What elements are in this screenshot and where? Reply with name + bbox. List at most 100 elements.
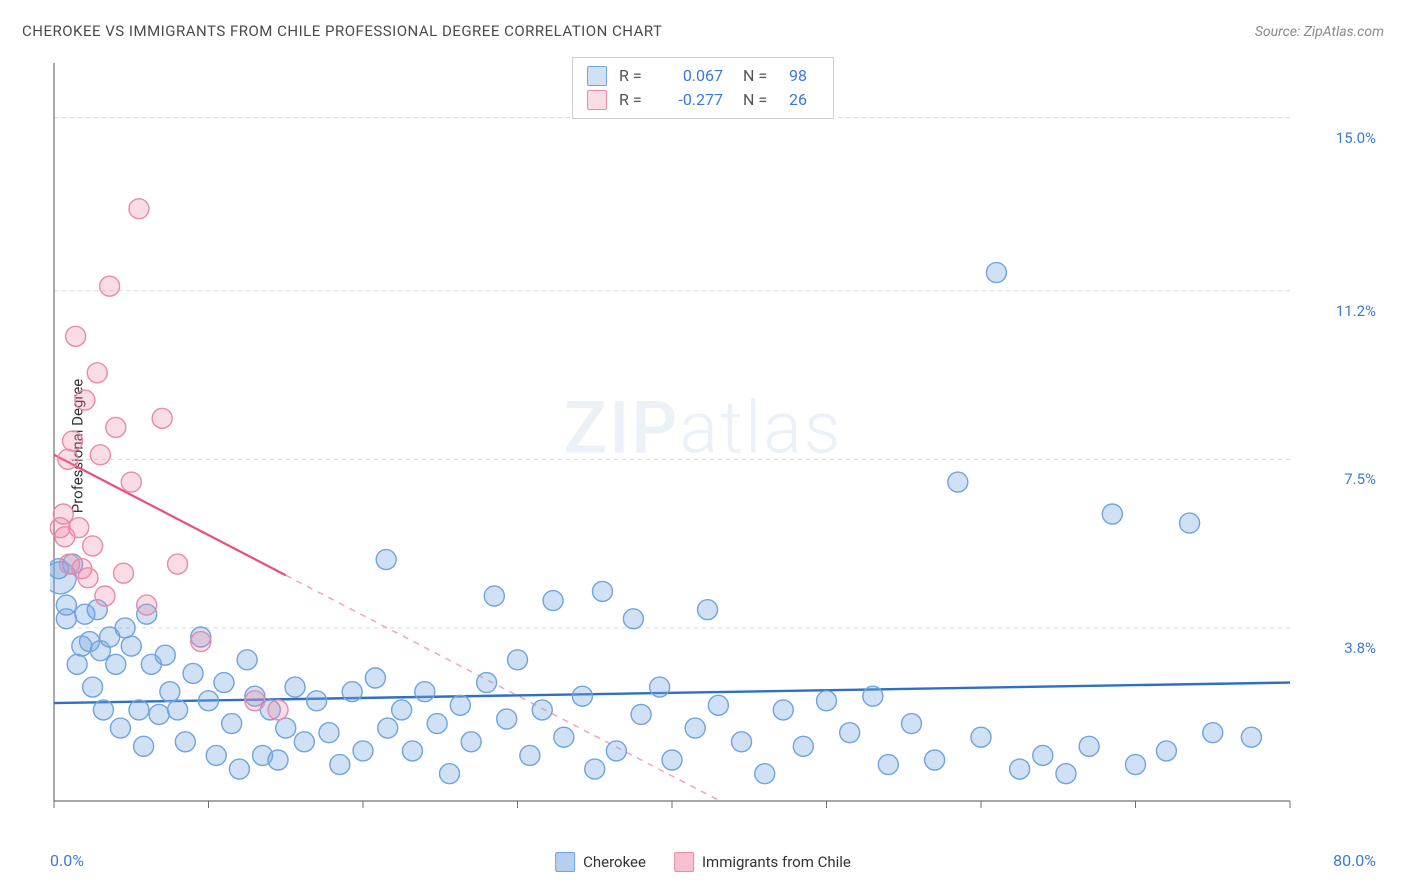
data-point [90,445,110,465]
data-point [532,700,552,720]
data-point [650,677,670,697]
data-point [342,682,362,702]
legend-swatch [587,90,607,110]
stats-legend-row: R =0.067N =98 [587,64,819,88]
data-point [1126,755,1146,775]
data-point [520,745,540,765]
data-point [95,586,115,606]
data-point [168,554,188,574]
data-point [69,518,89,538]
data-point [87,363,107,383]
data-point [134,736,154,756]
legend-swatch [674,852,694,872]
data-point [268,750,288,770]
data-point [129,199,149,219]
data-point [276,718,296,738]
data-point [392,700,412,720]
data-point [484,586,504,606]
data-point [100,276,120,296]
data-point [543,591,563,611]
n-label: N = [743,64,777,88]
data-point [121,472,141,492]
data-point [214,673,234,693]
data-point [415,682,435,702]
legend-label: Cherokee [583,853,646,871]
data-point [155,645,175,665]
source-label: Source: ZipAtlas.com [1255,24,1384,40]
y-tick-label: 15.0% [1336,129,1376,147]
data-point [585,759,605,779]
legend-label: Immigrants from Chile [702,853,851,871]
data-point [773,700,793,720]
data-point [1203,723,1223,743]
data-point [63,431,83,451]
data-point [149,704,169,724]
scatter-plot [50,55,1360,815]
data-point [268,700,288,720]
data-point [376,550,396,570]
data-point [168,700,188,720]
data-point [199,691,219,711]
data-point [229,759,249,779]
data-point [191,632,211,652]
data-point [450,695,470,715]
x-min-label: 0.0% [50,851,84,870]
stats-legend: R =0.067N =98R =-0.277N =26 [572,57,834,119]
series-legend: Cherokee Immigrants from Chile [555,852,851,872]
data-point [365,668,385,688]
data-point [1079,736,1099,756]
data-point [863,686,883,706]
data-point [1241,727,1261,747]
data-point [67,654,87,674]
legend-swatch [587,66,607,86]
data-point [817,691,837,711]
data-point [110,718,130,738]
n-value: 98 [789,64,819,88]
data-point [592,581,612,601]
data-point [245,691,265,711]
data-point [294,732,314,752]
data-point [319,723,339,743]
data-point [1180,513,1200,533]
data-point [554,727,574,747]
data-point [83,677,103,697]
data-point [606,741,626,761]
data-point [708,695,728,715]
data-point [66,326,86,346]
r-value: -0.277 [663,88,723,112]
r-value: 0.067 [663,64,723,88]
data-point [160,682,180,702]
n-label: N = [743,88,777,112]
data-point [121,636,141,656]
data-point [129,700,149,720]
data-point [1102,504,1122,524]
stats-legend-row: R =-0.277N =26 [587,88,819,112]
data-point [378,718,398,738]
data-point [152,408,172,428]
data-point [53,504,73,524]
data-point [623,609,643,629]
data-point [497,709,517,729]
data-point [1033,745,1053,765]
data-point [237,650,257,670]
data-point [755,764,775,784]
data-point [222,714,242,734]
chart-title: CHEROKEE VS IMMIGRANTS FROM CHILE PROFES… [22,22,662,40]
data-point [971,727,991,747]
data-point [662,750,682,770]
data-point [440,764,460,784]
n-value: 26 [789,88,819,112]
data-point [353,741,373,761]
data-point [840,723,860,743]
x-max-label: 80.0% [1333,851,1376,870]
data-point [508,650,528,670]
data-point [986,263,1006,283]
legend-item: Immigrants from Chile [674,852,851,872]
data-point [925,750,945,770]
data-point [93,700,113,720]
data-point [461,732,481,752]
data-point [878,755,898,775]
data-point [83,536,103,556]
data-point [78,568,98,588]
y-tick-label: 3.8% [1344,639,1376,657]
